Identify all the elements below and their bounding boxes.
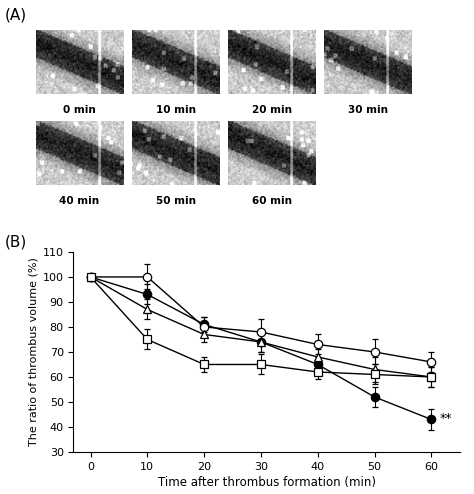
Text: 40 min: 40 min [59,196,100,206]
X-axis label: Time after thrombus formation (min): Time after thrombus formation (min) [158,476,375,489]
Text: 60 min: 60 min [252,196,292,206]
Text: 30 min: 30 min [348,105,388,115]
Text: 10 min: 10 min [155,105,196,115]
Text: (A): (A) [5,7,27,22]
Text: 0 min: 0 min [63,105,96,115]
Text: 20 min: 20 min [252,105,292,115]
Text: 50 min: 50 min [155,196,196,206]
Y-axis label: The ratio of thrombus volume (%): The ratio of thrombus volume (%) [28,257,38,447]
Text: **: ** [440,412,452,425]
Text: (B): (B) [5,235,27,249]
